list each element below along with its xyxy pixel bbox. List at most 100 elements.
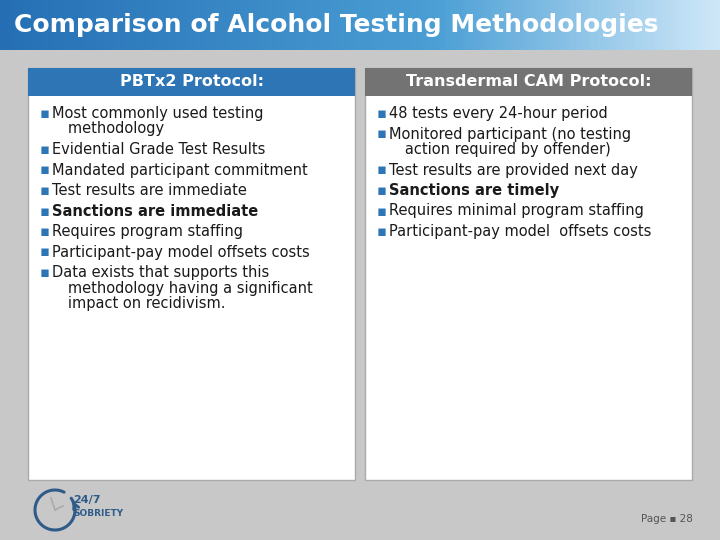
Bar bbox=[104, 0, 109, 50]
Bar bbox=[72, 0, 76, 50]
Text: Requires minimal program staffing: Requires minimal program staffing bbox=[389, 204, 644, 219]
Bar bbox=[558, 0, 562, 50]
Bar bbox=[122, 0, 127, 50]
Bar bbox=[508, 0, 512, 50]
Text: ▪: ▪ bbox=[377, 126, 387, 141]
Bar bbox=[14, 0, 19, 50]
Bar bbox=[590, 0, 595, 50]
Bar bbox=[367, 0, 372, 50]
Bar bbox=[472, 0, 476, 50]
Bar bbox=[270, 0, 274, 50]
Bar bbox=[90, 0, 94, 50]
Text: 24/7: 24/7 bbox=[73, 495, 101, 505]
Bar bbox=[310, 0, 314, 50]
Bar bbox=[407, 0, 411, 50]
Bar bbox=[11, 0, 15, 50]
Bar bbox=[169, 0, 174, 50]
Bar bbox=[688, 0, 692, 50]
Bar bbox=[626, 0, 631, 50]
Bar bbox=[151, 0, 156, 50]
Bar bbox=[338, 0, 343, 50]
Bar bbox=[684, 0, 688, 50]
Bar bbox=[554, 0, 559, 50]
Bar bbox=[677, 0, 681, 50]
Bar bbox=[709, 0, 714, 50]
Bar bbox=[54, 0, 58, 50]
Bar bbox=[587, 0, 591, 50]
Bar bbox=[443, 0, 447, 50]
Bar bbox=[43, 0, 48, 50]
Text: SOBRIETY: SOBRIETY bbox=[73, 510, 123, 518]
Bar bbox=[382, 0, 386, 50]
Text: Page ▪ 28: Page ▪ 28 bbox=[641, 514, 693, 524]
Bar bbox=[79, 0, 84, 50]
Bar bbox=[580, 0, 584, 50]
Bar bbox=[623, 0, 627, 50]
Bar bbox=[349, 0, 354, 50]
Bar bbox=[547, 0, 552, 50]
Bar bbox=[572, 0, 577, 50]
Bar bbox=[526, 0, 530, 50]
Bar bbox=[497, 0, 501, 50]
Bar bbox=[112, 0, 116, 50]
Bar bbox=[500, 0, 505, 50]
Bar bbox=[482, 0, 487, 50]
Bar bbox=[342, 0, 346, 50]
Bar bbox=[400, 0, 404, 50]
Bar bbox=[176, 0, 181, 50]
Bar bbox=[619, 0, 624, 50]
Text: Participant-pay model  offsets costs: Participant-pay model offsets costs bbox=[389, 224, 652, 239]
Bar bbox=[317, 0, 321, 50]
Bar bbox=[277, 0, 282, 50]
Text: ▪: ▪ bbox=[40, 265, 50, 280]
Bar bbox=[83, 0, 87, 50]
Text: Test results are immediate: Test results are immediate bbox=[52, 183, 247, 198]
Bar bbox=[551, 0, 555, 50]
Bar bbox=[713, 0, 717, 50]
Bar bbox=[436, 0, 440, 50]
Bar bbox=[28, 68, 355, 96]
Text: Monitored participant (no testing: Monitored participant (no testing bbox=[389, 126, 631, 141]
Bar bbox=[180, 0, 184, 50]
Bar bbox=[702, 0, 706, 50]
Text: 48 tests every 24-hour period: 48 tests every 24-hour period bbox=[389, 106, 608, 121]
Bar bbox=[630, 0, 634, 50]
Bar bbox=[425, 0, 429, 50]
Bar bbox=[328, 0, 332, 50]
Text: Most commonly used testing: Most commonly used testing bbox=[52, 106, 264, 121]
Bar bbox=[234, 0, 238, 50]
Bar bbox=[454, 0, 458, 50]
Bar bbox=[670, 0, 674, 50]
Bar bbox=[515, 0, 519, 50]
Bar bbox=[18, 0, 22, 50]
Bar bbox=[652, 0, 656, 50]
Bar bbox=[374, 0, 379, 50]
Text: Requires program staffing: Requires program staffing bbox=[52, 224, 243, 239]
Bar bbox=[320, 0, 325, 50]
Text: ▪: ▪ bbox=[40, 106, 50, 121]
Bar bbox=[32, 0, 37, 50]
Bar bbox=[130, 0, 134, 50]
Bar bbox=[284, 0, 289, 50]
Text: ▪: ▪ bbox=[377, 224, 387, 239]
Bar bbox=[61, 0, 66, 50]
Text: ▪: ▪ bbox=[40, 245, 50, 260]
Bar bbox=[464, 0, 469, 50]
Text: Test results are provided next day: Test results are provided next day bbox=[389, 163, 638, 178]
Text: ▪: ▪ bbox=[40, 142, 50, 157]
Bar bbox=[119, 0, 123, 50]
Bar bbox=[144, 0, 148, 50]
Bar bbox=[522, 0, 526, 50]
Bar bbox=[644, 0, 649, 50]
Bar bbox=[299, 0, 303, 50]
Bar bbox=[365, 68, 692, 480]
Bar bbox=[266, 0, 271, 50]
Bar bbox=[353, 0, 357, 50]
Text: Mandated participant commitment: Mandated participant commitment bbox=[52, 163, 307, 178]
Bar bbox=[230, 0, 235, 50]
Bar bbox=[22, 0, 26, 50]
Bar bbox=[468, 0, 472, 50]
Bar bbox=[137, 0, 141, 50]
Bar bbox=[187, 0, 192, 50]
Text: ▪: ▪ bbox=[377, 106, 387, 121]
